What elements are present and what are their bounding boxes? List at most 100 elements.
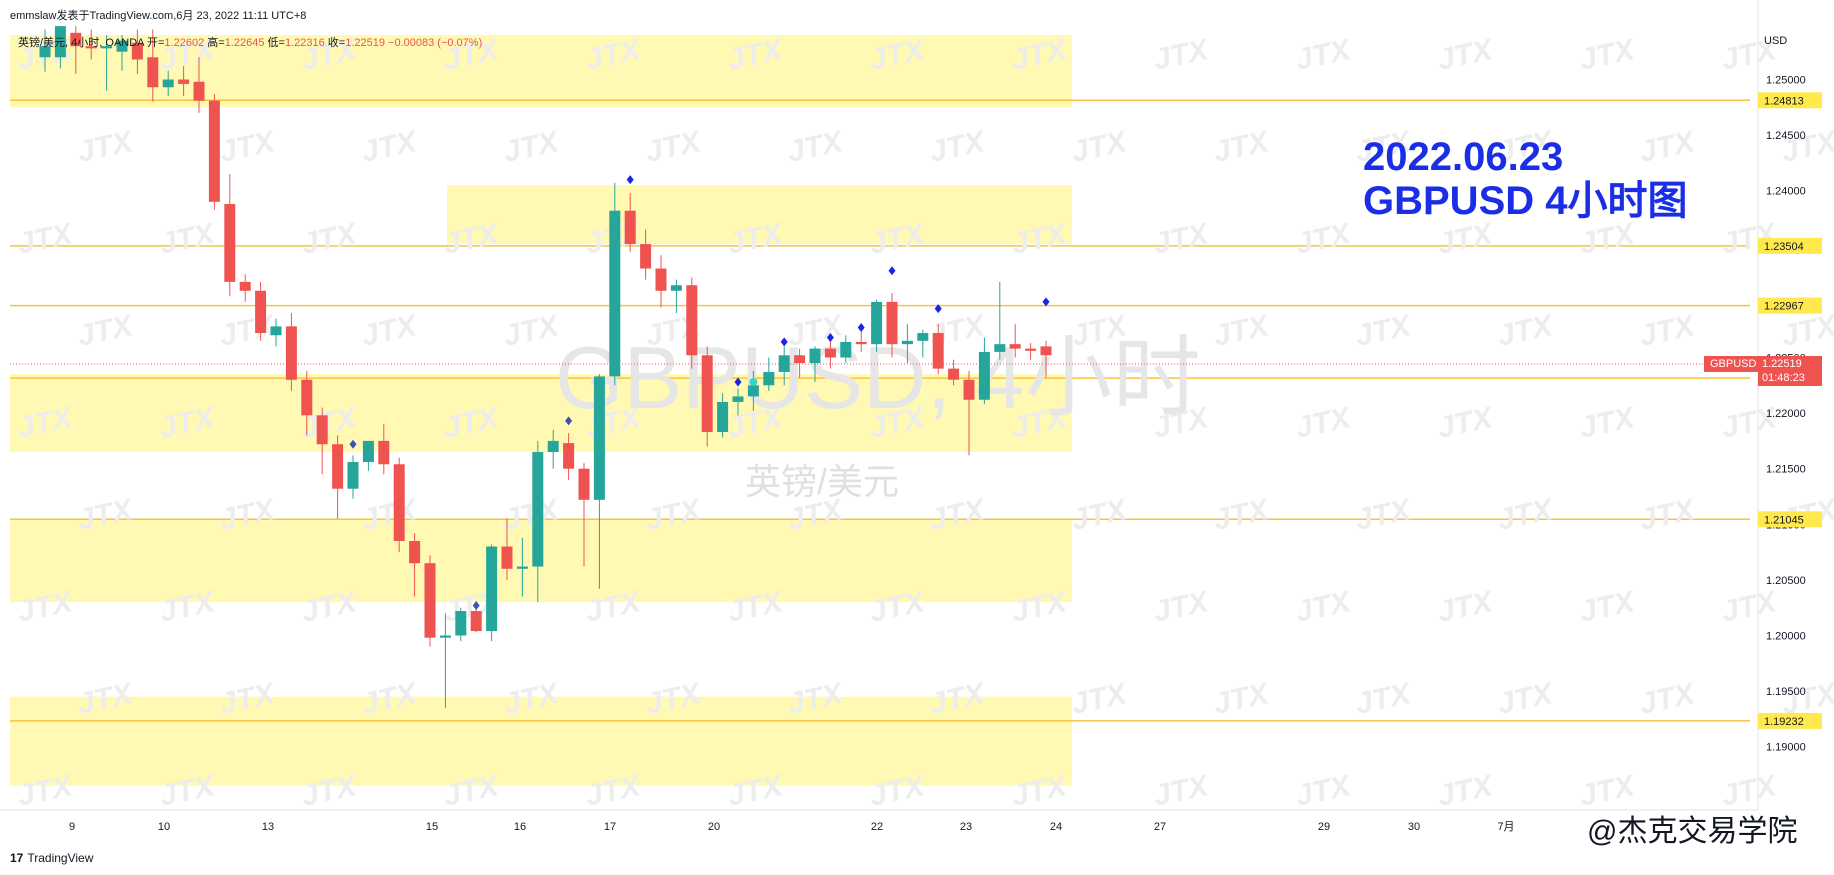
annotation-title: GBPUSD 4小时图 <box>1363 179 1688 223</box>
x-tick-label: 13 <box>262 821 274 833</box>
bullish-candle <box>347 462 359 489</box>
bearish-candle <box>393 464 405 541</box>
bullish-candle <box>840 341 852 358</box>
level-price-label: 1.23504 <box>1764 241 1804 253</box>
tradingview-icon: 17 <box>10 851 24 865</box>
change-value: −0.00083 (−0.07%) <box>388 37 483 49</box>
x-tick-label: 29 <box>1318 821 1330 833</box>
bullish-candle <box>486 546 498 632</box>
level-price-label: 1.24813 <box>1764 95 1804 107</box>
x-tick-label: 10 <box>158 821 170 833</box>
bullish-candle <box>101 46 113 49</box>
signal-diamond-marker <box>349 439 357 449</box>
publish-header: emmslaw发表于TradingView.com,6月 23, 2022 11… <box>10 10 307 22</box>
y-tick-label: 1.24500 <box>1766 130 1806 142</box>
watermark-logo: JTX <box>1435 217 1498 261</box>
watermark-logo: JTX <box>1577 401 1640 445</box>
bearish-candle <box>255 290 267 334</box>
bearish-candle <box>193 81 205 101</box>
bullish-candle <box>516 566 528 569</box>
ohlc-legend: 英镑/美元, 4小时, OANDA 开=1.22602 高=1.22645 低=… <box>18 34 482 50</box>
bearish-candle <box>332 444 344 489</box>
watermark-logo: JTX <box>217 309 280 353</box>
x-tick-label: 7月 <box>1497 821 1514 833</box>
watermark-logo: JTX <box>1495 677 1558 721</box>
watermark-logo: JTX <box>1293 217 1356 261</box>
x-tick-label: 30 <box>1408 821 1420 833</box>
bullish-candle <box>547 440 559 453</box>
watermark-logo: JTX <box>1495 493 1558 537</box>
tradingview-logo[interactable]: 17 TradingView <box>10 851 93 865</box>
watermark-logo: JTX <box>1293 585 1356 629</box>
watermark-logo: JTX <box>1435 769 1498 813</box>
watermark-logo: JTX <box>1211 125 1274 169</box>
bearish-candle <box>1025 348 1037 351</box>
high-label: 高= <box>207 37 225 49</box>
bearish-candle <box>963 379 975 400</box>
watermark-logo: JTX <box>75 309 138 353</box>
watermark-logo: JTX <box>1293 33 1356 77</box>
signal-diamond-marker <box>565 416 573 426</box>
watermark-logo: JTX <box>217 125 280 169</box>
bullish-candle <box>994 344 1006 352</box>
bearish-candle <box>578 468 590 500</box>
level-price-label: 1.21045 <box>1764 514 1804 526</box>
watermark-logo: JTX <box>1151 585 1214 629</box>
watermark-logo: JTX <box>1435 401 1498 445</box>
watermark-logo: JTX <box>1577 217 1640 261</box>
bearish-candle <box>424 563 436 638</box>
x-tick-label: 20 <box>708 821 720 833</box>
bearish-candle <box>70 32 82 47</box>
watermark-logo: JTX <box>1211 677 1274 721</box>
low-label: 低= <box>267 37 285 49</box>
bearish-candle <box>886 301 898 345</box>
support-resistance-zone <box>10 374 1072 453</box>
watermark-logo: JTX <box>1293 769 1356 813</box>
bearish-candle <box>208 100 220 202</box>
signal-diamond-marker <box>826 332 834 342</box>
watermark-logo: JTX <box>1353 677 1416 721</box>
watermark-logo: JTX <box>1435 33 1498 77</box>
bullish-candle <box>532 452 544 567</box>
bullish-candle <box>717 401 729 433</box>
bearish-candle <box>409 540 421 564</box>
bearish-candle <box>285 326 297 380</box>
bullish-candle <box>978 351 990 400</box>
y-tick-label: 1.21500 <box>1766 464 1806 476</box>
bearish-candle <box>85 46 97 49</box>
watermark-logo: JTX <box>1211 309 1274 353</box>
y-tick-label: 1.22000 <box>1766 408 1806 420</box>
brand-label: TradingView <box>27 851 94 865</box>
bullish-candle <box>809 348 821 364</box>
level-price-label: 1.22967 <box>1764 301 1804 313</box>
signal-markers-layer <box>349 175 1050 610</box>
x-tick-label: 27 <box>1154 821 1166 833</box>
x-tick-label: 16 <box>514 821 526 833</box>
watermark-logo: JTX <box>1353 309 1416 353</box>
bearish-candle <box>794 355 806 364</box>
bearish-candle <box>470 611 482 632</box>
support-resistance-zone <box>10 696 1072 786</box>
watermark-logo: JTX <box>1577 33 1640 77</box>
bullish-candle <box>54 26 66 58</box>
bearish-candle <box>686 285 698 356</box>
bullish-candle <box>362 440 374 463</box>
x-tick-label: 22 <box>871 821 883 833</box>
watermark-logo: JTX <box>1151 769 1214 813</box>
symbol-label[interactable]: 英镑/美元, 4小时, OANDA <box>18 37 144 49</box>
level-price-tag <box>1758 237 1822 254</box>
bearish-candle <box>932 333 944 369</box>
support-resistance-zone <box>10 35 1072 108</box>
watermark-logo: JTX <box>1211 493 1274 537</box>
x-tick-label: 15 <box>426 821 438 833</box>
low-value: 1.22316 <box>284 37 325 49</box>
watermark-logo: JTX <box>501 125 564 169</box>
signal-diamond-marker <box>1042 297 1050 307</box>
last-price-value: 1.22519 <box>1762 358 1802 370</box>
y-tick-label: 1.19000 <box>1766 742 1806 754</box>
signal-diamond-marker <box>934 304 942 314</box>
open-label: 开= <box>146 37 165 49</box>
watermark-logo: JTX <box>1353 493 1416 537</box>
bearish-candle <box>224 204 236 282</box>
